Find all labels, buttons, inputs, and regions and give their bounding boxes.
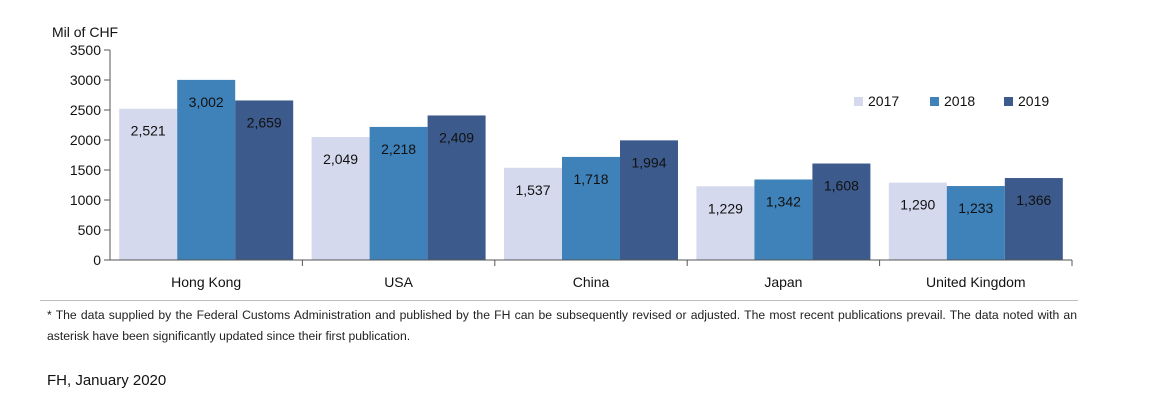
x-tick-label: Japan [764,274,802,290]
bar-value-label: 1,718 [573,171,608,187]
bar-2017 [696,186,755,260]
legend-label: 2017 [868,93,899,109]
source-note: FH, January 2020 [47,372,167,389]
y-tick-label: 2500 [70,102,101,118]
bar-value-label: 1,229 [708,200,743,216]
bar-2018 [946,186,1005,260]
y-tick-label: 0 [93,252,101,268]
bar-chart: Mil of CHF 0500100015002000250030003500 … [52,24,1073,290]
bar-value-label: 1,537 [515,182,550,198]
bar-2017 [888,182,947,260]
bar-2019 [235,100,294,261]
y-tick-label: 500 [78,222,102,238]
y-tick-label: 1500 [70,162,101,178]
bar-2018 [562,156,620,260]
y-tick-label: 3000 [70,72,101,88]
bar-value-label: 1,233 [958,200,993,216]
bar-2019 [620,140,678,260]
legend: 2017 2018 2019 [854,93,1049,109]
bar-2017 [119,108,178,261]
y-axis-title: Mil of CHF [52,24,118,40]
legend-swatch-2018 [930,97,939,106]
y-tick-label: 2000 [70,132,101,148]
legend-label: 2018 [944,93,975,109]
y-tick-label: 3500 [70,42,101,58]
bar-2018 [369,126,428,260]
bar-2018 [754,179,813,260]
bar-value-label: 2,049 [323,151,358,167]
bar-2019 [812,163,871,260]
bar-2019 [427,115,486,261]
footnote-divider [40,300,1078,301]
x-tick-label: United Kingdom [926,274,1026,290]
bar-2019 [1004,178,1063,260]
bar-value-label: 2,659 [247,114,282,130]
y-tick-label: 1000 [70,192,101,208]
legend-label: 2019 [1018,93,1049,109]
bar-value-label: 1,290 [900,197,935,213]
bar-value-label: 1,366 [1016,192,1051,208]
legend-swatch-2019 [1004,97,1013,106]
bar-value-label: 1,608 [824,178,859,194]
bar-value-label: 2,409 [439,129,474,145]
bar-2017 [504,167,562,260]
x-tick-label: USA [384,274,413,290]
y-axis: 0 500 1000 1500 2000 2500 3000 3500 [70,42,111,268]
x-tick-label: Hong Kong [171,274,241,290]
bar-2018 [177,79,236,260]
bar-value-label: 2,521 [131,123,166,139]
bar-2017 [311,137,370,260]
x-axis: Hong Kong USA China Japan United Kingdom [110,259,1073,290]
bar-value-label: 1,342 [766,193,801,209]
bar-value-label: 1,994 [631,154,666,170]
bars [119,79,1063,261]
bar-value-label: 2,218 [381,141,416,157]
legend-swatch-2017 [854,97,863,106]
footnote: * The data supplied by the Federal Custo… [47,308,1077,343]
data-labels: 2,521 3,002 2,659 2,049 2,218 2,409 1,537 1,718… [131,94,1052,216]
x-tick-label: China [573,274,610,290]
bar-value-label: 3,002 [189,94,224,110]
